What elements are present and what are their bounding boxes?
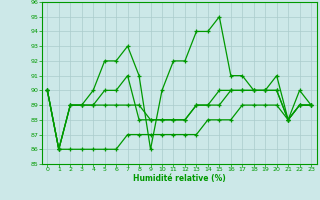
X-axis label: Humidité relative (%): Humidité relative (%) [133,174,226,183]
